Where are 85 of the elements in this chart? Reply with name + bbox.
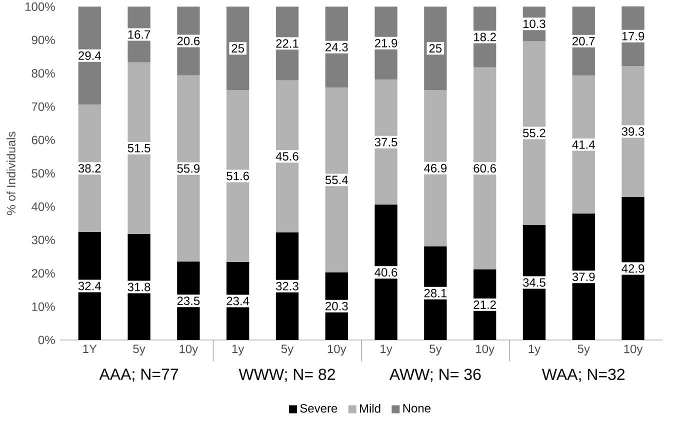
data-label: 20.3: [326, 302, 348, 310]
bar: [177, 75, 200, 262]
data-label: 25: [429, 44, 442, 53]
x-tick-label: 10y: [328, 344, 346, 356]
data-label: 34.5: [523, 278, 546, 287]
data-label: 55.4: [325, 176, 348, 184]
x-tick-label: 5y: [430, 344, 442, 356]
data-label: 55.9: [177, 164, 200, 173]
y-tick-label: 100%: [26, 2, 55, 11]
data-label: 40.6: [374, 268, 398, 277]
text: WWW; N= 82: [238, 368, 335, 382]
data-label: 60.6: [474, 164, 496, 173]
data-label: 32.4: [78, 282, 101, 290]
bar: [374, 204, 398, 340]
data-label: 24.3: [326, 42, 348, 52]
x-tick-label: 1y: [380, 344, 392, 356]
x-tick-label: 10y: [180, 344, 198, 356]
y-tick-label: 60%: [32, 136, 55, 144]
data-label: 41.4: [572, 140, 595, 149]
x-tick-label: 1Y: [83, 344, 97, 353]
y-tick-label: 20%: [32, 269, 55, 278]
data-label: 32.3: [276, 282, 298, 290]
bar: [78, 104, 101, 232]
bar: [276, 80, 299, 232]
text: WAA; N=32: [542, 368, 625, 382]
bar: [622, 66, 644, 197]
y-tick-label: 80%: [32, 69, 55, 78]
bar: [522, 40, 546, 225]
bar: [424, 90, 447, 246]
bar: [325, 88, 348, 272]
bar: [424, 6, 447, 90]
x-tick-label: 5y: [578, 344, 590, 356]
data-label: 46.9: [424, 164, 447, 172]
x-tick-label: 5y: [281, 344, 294, 356]
data-label: 17.9: [622, 32, 644, 40]
bar: [226, 90, 250, 262]
data-label: 51.6: [226, 172, 249, 180]
data-label: 55.2: [523, 128, 546, 138]
data-label: 28.1: [424, 288, 447, 298]
data-label: 18.2: [474, 32, 496, 42]
data-label: 20.6: [177, 36, 200, 46]
x-tick-label: 10y: [624, 344, 643, 356]
bar: [226, 6, 250, 90]
bar: [374, 80, 398, 205]
bar: [622, 196, 644, 340]
data-label: 20.7: [572, 36, 595, 46]
y-tick-label: 30%: [32, 236, 55, 244]
data-label: 42.9: [622, 264, 644, 273]
legend-label: None: [403, 404, 430, 413]
legend-label: Mild: [360, 404, 380, 413]
x-tick-label: 1y: [232, 344, 244, 356]
y-tick-label: 0%: [38, 336, 55, 344]
data-label: 21.9: [374, 38, 398, 48]
data-label: 37.5: [374, 138, 398, 146]
data-label: 25: [232, 44, 244, 53]
text: AWW; N= 36: [389, 368, 481, 382]
y-tick-label: 70%: [32, 102, 55, 111]
data-label: 29.4: [78, 51, 101, 60]
bar: [572, 76, 595, 214]
data-label: 21.2: [474, 300, 496, 309]
data-label: 31.8: [128, 282, 150, 292]
y-tick-label: 50%: [32, 169, 55, 178]
data-label: 37.9: [572, 272, 595, 282]
data-label: 16.7: [128, 30, 150, 39]
data-label: 38.2: [78, 164, 101, 173]
x-tick-label: 10y: [476, 344, 494, 356]
data-label: 22.1: [276, 39, 298, 48]
text: AAA; N=77: [99, 368, 178, 382]
x-tick-label: 5y: [133, 344, 146, 356]
data-label: 39.3: [622, 127, 644, 136]
data-label: 45.6: [276, 152, 298, 161]
bar: [128, 62, 150, 234]
bar: [128, 234, 150, 340]
y-tick-label: 10%: [32, 302, 55, 311]
legend-label: Severe: [300, 404, 338, 413]
data-label: 23.4: [226, 296, 250, 306]
y-tick-label: 90%: [32, 36, 55, 44]
bar: [473, 67, 496, 270]
data-label: 10.3: [523, 20, 546, 28]
data-label: 51.5: [128, 144, 150, 152]
bar: [572, 214, 595, 340]
data-label: 23.5: [177, 296, 200, 306]
y-tick-label: 40%: [32, 202, 55, 211]
y-axis-title: % of Individuals: [6, 132, 16, 215]
x-tick-label: 1y: [528, 344, 541, 356]
